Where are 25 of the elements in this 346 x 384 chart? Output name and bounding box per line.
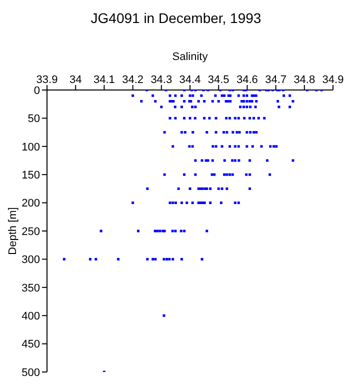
x-tick-label: 34.2	[122, 74, 144, 86]
y-tick-label: 0	[34, 84, 40, 97]
y-tick-label: 300	[22, 254, 40, 266]
y-tick-label: 150	[22, 170, 40, 182]
y-tick-label: 500	[22, 366, 40, 379]
y-tick-label: 50	[28, 113, 40, 126]
y-tick-label: 200	[22, 198, 40, 210]
x-tick-label: 34	[69, 74, 82, 86]
x-tick-label: 34.6	[236, 74, 258, 86]
y-tick-label: 450	[22, 338, 40, 351]
chart-title: JG4091 in December, 1993	[90, 10, 262, 26]
y-axis-title: Depth [m]	[7, 207, 19, 255]
x-tick-label: 34.4	[179, 74, 201, 86]
y-tick-label: 350	[22, 282, 40, 294]
x-tick-label: 34.8	[294, 74, 316, 86]
x-tick-label: 34.7	[265, 74, 287, 86]
y-tick-label: 250	[22, 226, 40, 238]
x-tick-label: 33.9	[36, 74, 58, 86]
x-tick-label: 34.5	[208, 74, 230, 86]
x-tick-label: 34.1	[93, 74, 115, 86]
y-tick-label: 100	[22, 141, 40, 154]
x-tick-label: 34.9	[322, 74, 344, 86]
x-axis-title: Salinity	[172, 50, 208, 63]
y-tick-label: 400	[22, 310, 40, 323]
x-tick-label: 34.3	[150, 74, 172, 86]
